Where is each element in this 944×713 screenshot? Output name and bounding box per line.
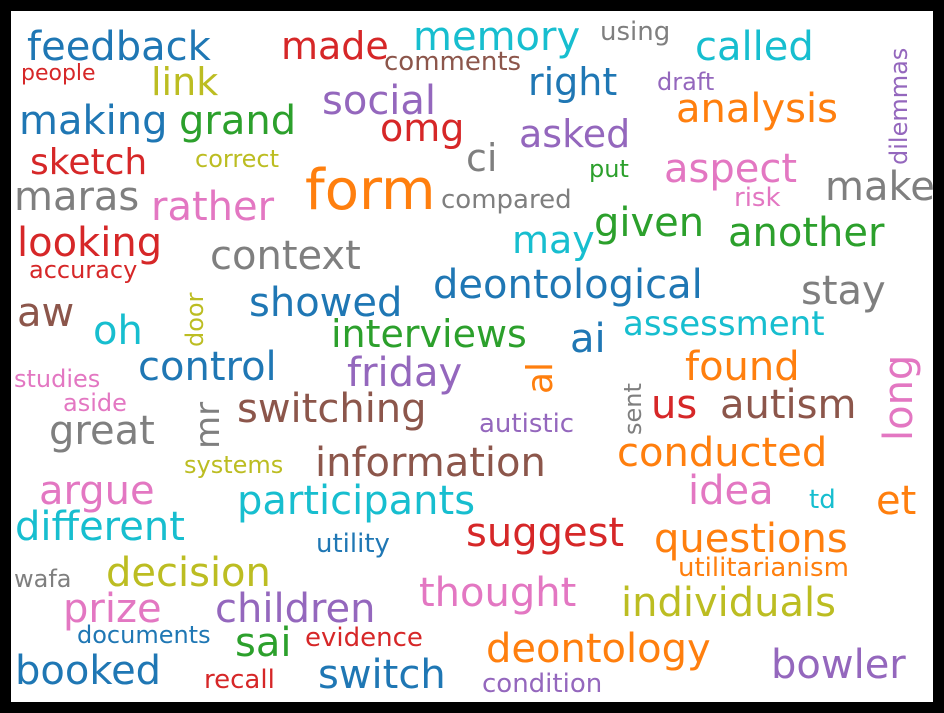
word-memory: memory xyxy=(413,14,581,60)
word-switch: switch xyxy=(318,652,446,698)
word-aspect: aspect xyxy=(664,146,798,192)
word-make: make xyxy=(825,164,933,210)
word-sai: sai xyxy=(235,620,292,666)
word-sketch: sketch xyxy=(30,142,148,183)
word-conducted: conducted xyxy=(617,430,828,476)
word-td: td xyxy=(809,485,836,515)
word-long: long xyxy=(876,354,922,441)
word-friday: friday xyxy=(347,350,463,396)
word-assessment: assessment xyxy=(623,304,825,344)
word-ci: ci xyxy=(466,136,498,180)
word-deontological: deontological xyxy=(433,262,703,308)
word-switching: switching xyxy=(237,386,427,432)
word-studies: studies xyxy=(14,365,101,393)
word-link: link xyxy=(151,60,219,104)
word-booked: booked xyxy=(15,648,162,694)
word-information: information xyxy=(315,440,546,486)
word-put: put xyxy=(589,155,629,183)
word-omg: omg xyxy=(380,106,465,150)
word-analysis: analysis xyxy=(676,86,838,132)
word-making: making xyxy=(19,98,168,144)
word-argue: argue xyxy=(39,468,155,514)
word-interviews: interviews xyxy=(331,312,527,356)
word-great: great xyxy=(49,408,155,454)
word-correct: correct xyxy=(195,145,280,173)
word-found: found xyxy=(685,344,800,390)
word-evidence: evidence xyxy=(305,623,423,653)
word-recall: recall xyxy=(204,665,275,695)
word-aside: aside xyxy=(63,389,127,417)
word-stay: stay xyxy=(801,268,886,314)
word-another: another xyxy=(728,210,885,256)
word-mr: mr xyxy=(188,401,228,449)
word-ai: ai xyxy=(570,316,606,362)
word-al: al xyxy=(520,361,561,394)
word-systems: systems xyxy=(184,451,284,479)
word-showed: showed xyxy=(249,280,403,326)
word-right: right xyxy=(528,60,618,104)
word-given: given xyxy=(594,200,705,246)
word-draft: draft xyxy=(657,68,715,96)
word-participants: participants xyxy=(237,478,476,524)
word-prize: prize xyxy=(63,586,162,632)
word-maras: maras xyxy=(14,174,140,220)
word-control: control xyxy=(138,344,277,390)
word-compared: compared xyxy=(441,185,572,215)
word-risk: risk xyxy=(734,183,781,213)
word-feedback: feedback xyxy=(27,24,211,70)
word-questions: questions xyxy=(654,516,848,562)
word-utilitarianism: utilitarianism xyxy=(678,553,849,583)
word-individuals: individuals xyxy=(621,580,836,626)
word-aw: aw xyxy=(17,290,75,336)
word-form: form xyxy=(305,158,436,223)
word-wafa: wafa xyxy=(14,565,72,593)
word-context: context xyxy=(210,233,361,279)
word-asked: asked xyxy=(519,112,631,156)
word-sent: sent xyxy=(619,383,647,435)
word-us: us xyxy=(651,382,698,428)
word-social: social xyxy=(322,78,437,124)
word-made: made xyxy=(281,24,389,68)
word-decision: decision xyxy=(106,550,271,596)
word-looking: looking xyxy=(17,220,163,266)
word-children: children xyxy=(215,586,376,632)
word-rather: rather xyxy=(151,184,275,230)
word-idea: idea xyxy=(688,468,774,514)
word-autistic: autistic xyxy=(479,409,575,439)
word-called: called xyxy=(695,24,814,70)
word-utility: utility xyxy=(316,529,390,559)
word-may: may xyxy=(512,218,595,262)
word-comments: comments xyxy=(384,47,522,77)
word-deontology: deontology xyxy=(486,626,711,672)
word-oh: oh xyxy=(93,308,143,354)
word-different: different xyxy=(15,504,185,550)
word-et: et xyxy=(876,478,917,524)
word-using: using xyxy=(600,17,671,47)
word-autism: autism xyxy=(720,382,857,428)
word-documents: documents xyxy=(77,621,211,649)
word-grand: grand xyxy=(179,98,297,144)
word-suggest: suggest xyxy=(466,510,625,556)
word-cloud: feedback made memory using called dilemm… xyxy=(11,11,933,702)
word-condition: condition xyxy=(482,669,603,699)
word-door: door xyxy=(181,292,209,347)
word-thought: thought xyxy=(419,570,577,616)
word-accuracy: accuracy xyxy=(29,256,138,284)
word-dilemmas: dilemmas xyxy=(885,47,913,165)
word-bowler: bowler xyxy=(771,642,906,688)
word-people: people xyxy=(21,61,96,86)
